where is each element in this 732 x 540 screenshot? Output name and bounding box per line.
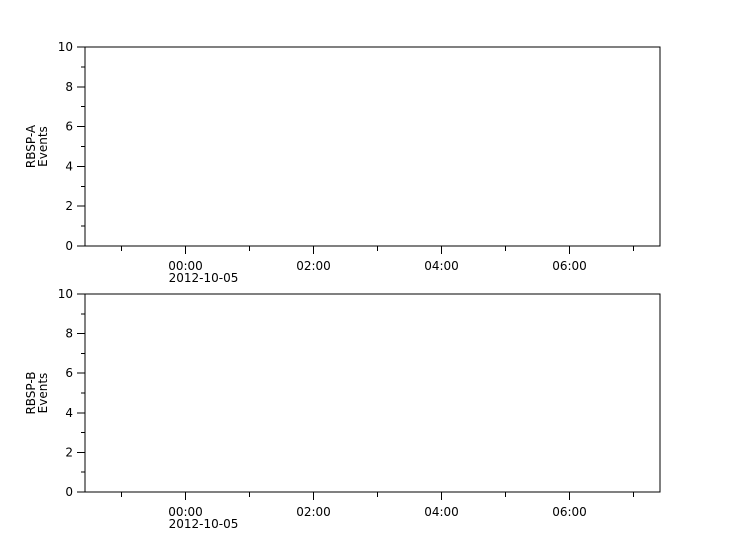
x-tick-label: 02:00 — [296, 505, 331, 519]
x-tick-label: 00:00 — [168, 505, 203, 519]
y-axis-label: RBSP-B — [24, 371, 38, 414]
y-axis-label: Events — [36, 126, 50, 167]
y-tick-label: 2 — [65, 199, 73, 213]
y-tick-label: 8 — [65, 327, 73, 341]
x-tick-label: 00:00 — [168, 259, 203, 273]
x-tick-date-label: 2012-10-05 — [169, 271, 239, 285]
y-tick-label: 2 — [65, 445, 73, 459]
x-tick-label: 04:00 — [424, 505, 459, 519]
x-tick-label: 06:00 — [552, 259, 587, 273]
plot-frame — [84, 46, 661, 247]
y-axis-label: RBSP-A — [24, 124, 38, 168]
y-tick-label: 10 — [58, 287, 73, 301]
y-tick-label: 0 — [65, 239, 73, 253]
y-axis-label: Events — [36, 373, 50, 414]
x-tick-date-label: 2012-10-05 — [169, 517, 239, 531]
x-tick-label: 04:00 — [424, 259, 459, 273]
y-tick-label: 8 — [65, 80, 73, 94]
y-tick-label: 6 — [65, 120, 73, 134]
plot-frame — [84, 293, 661, 493]
x-tick-label: 02:00 — [296, 259, 331, 273]
y-tick-label: 10 — [58, 40, 73, 54]
y-tick-label: 4 — [65, 159, 73, 173]
y-tick-label: 0 — [65, 485, 73, 499]
y-tick-label: 4 — [65, 406, 73, 420]
y-tick-label: 6 — [65, 366, 73, 380]
x-tick-label: 06:00 — [552, 505, 587, 519]
